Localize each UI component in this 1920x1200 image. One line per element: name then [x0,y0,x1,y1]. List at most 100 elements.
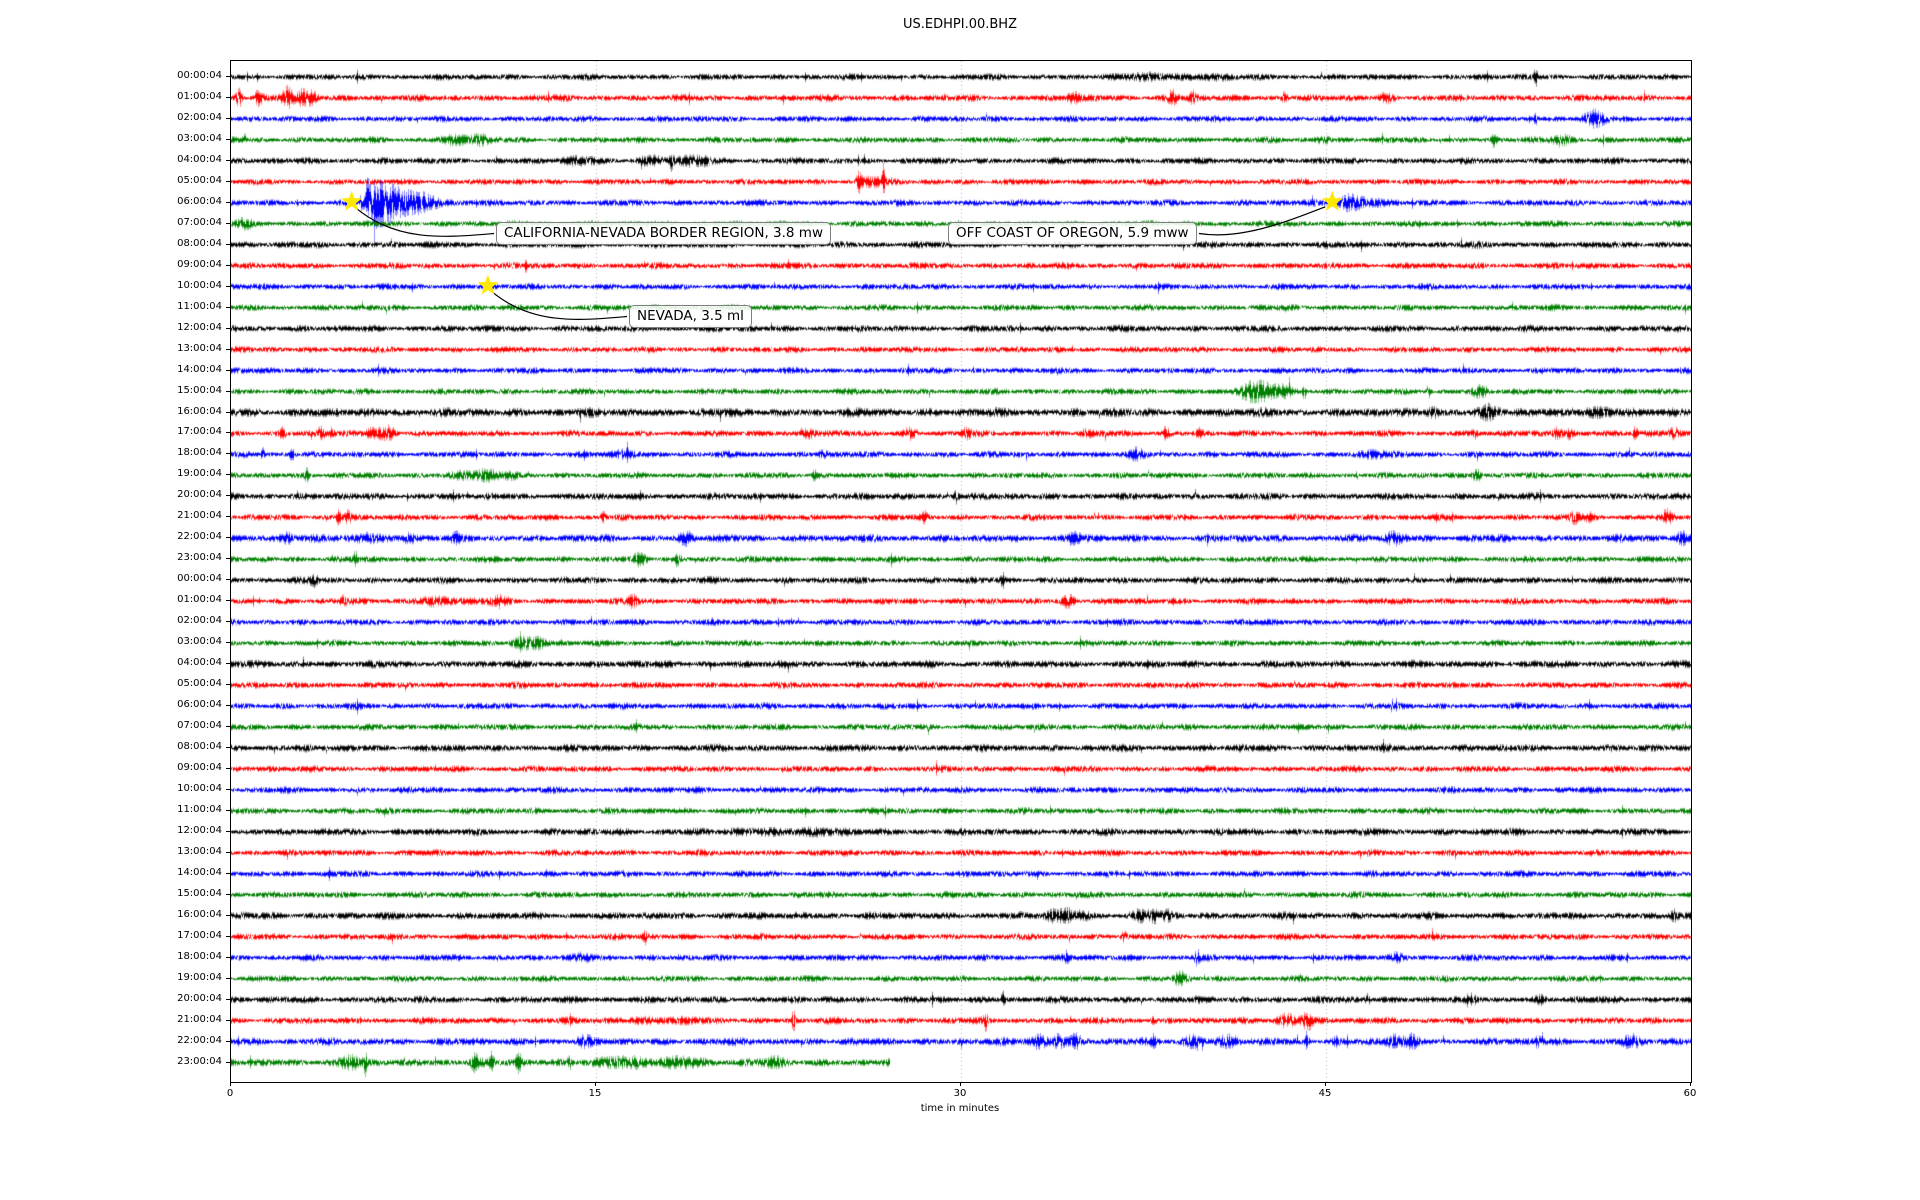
y-tick-label: 07:00:04 [177,216,222,228]
y-tick-mark [226,684,230,686]
y-tick-mark [226,432,230,434]
y-tick-mark [226,851,230,853]
y-tick-mark [226,453,230,455]
y-tick-mark [226,243,230,245]
y-tick-mark [226,222,230,224]
x-tick-mark [1325,1082,1326,1086]
y-tick-mark [226,872,230,874]
y-tick-label: 21:00:04 [177,510,222,522]
x-tick-label: 60 [1683,1088,1697,1099]
y-tick-mark [226,705,230,707]
y-tick-label: 06:00:04 [177,699,222,711]
y-tick-mark [226,264,230,266]
y-tick-mark [226,726,230,728]
y-tick-label: 19:00:04 [177,971,222,983]
y-tick-label: 05:00:04 [177,678,222,690]
y-tick-mark [226,768,230,769]
y-tick-label: 15:00:04 [177,887,222,899]
y-tick-mark [226,180,230,182]
y-tick-label: 03:00:04 [177,132,222,144]
x-tick-label: 45 [1318,1088,1332,1099]
y-tick-mark [226,977,230,979]
y-tick-label: 13:00:04 [177,342,222,354]
y-tick-mark [226,956,230,958]
y-tick-label: 12:00:04 [177,824,222,836]
x-tick-mark [230,1082,231,1086]
y-tick-label: 00:00:04 [177,70,222,81]
y-tick-mark [226,998,230,1000]
y-tick-label: 09:00:04 [177,762,222,773]
event-annotation-california-nevada: CALIFORNIA-NEVADA BORDER REGION, 3.8 mw [496,222,831,245]
y-tick-label: 17:00:04 [177,426,222,438]
y-tick-mark [226,390,230,392]
x-tick-mark [960,1082,961,1086]
y-tick-label: 17:00:04 [177,929,222,941]
y-tick-label: 12:00:04 [177,321,222,333]
y-tick-label: 02:00:04 [177,111,222,123]
y-tick-mark [226,747,230,749]
y-tick-label: 18:00:04 [177,447,222,459]
y-tick-label: 07:00:04 [177,720,222,732]
y-tick-label: 01:00:04 [177,90,222,102]
y-tick-mark [226,1019,230,1021]
y-tick-mark [226,558,230,560]
y-tick-mark [226,474,230,476]
y-tick-mark [226,537,230,539]
y-tick-mark [226,935,230,937]
x-tick-label: 0 [226,1088,234,1099]
y-tick-mark [226,285,230,287]
y-tick-label: 11:00:04 [177,803,222,815]
y-tick-mark [226,1061,230,1063]
y-tick-label: 01:00:04 [177,594,222,606]
y-tick-mark [226,96,230,98]
y-tick-label: 20:00:04 [177,992,222,1004]
y-tick-label: 23:00:04 [177,552,222,564]
y-tick-label: 03:00:04 [177,636,222,648]
x-axis-label: time in minutes [920,1103,1000,1114]
y-tick-label: 23:00:04 [177,1055,222,1067]
x-tick-label: 30 [953,1088,967,1099]
y-tick-label: 14:00:04 [177,363,222,375]
y-tick-mark [226,159,230,161]
y-tick-label: 16:00:04 [177,908,222,920]
y-tick-mark [226,327,230,329]
y-tick-label: 13:00:04 [177,845,222,857]
y-tick-mark [226,76,230,77]
y-tick-mark [226,663,230,665]
y-tick-mark [226,621,230,623]
plot-area [230,60,1692,1083]
y-tick-mark [226,201,230,203]
event-annotation-oregon: OFF COAST OF OREGON, 5.9 mww [948,222,1197,245]
y-tick-label: 10:00:04 [177,782,222,794]
y-tick-mark [226,516,230,518]
x-tick-mark [595,1082,596,1086]
y-tick-label: 02:00:04 [177,615,222,627]
y-tick-label: 11:00:04 [177,300,222,312]
y-tick-label: 04:00:04 [177,657,222,669]
y-tick-mark [226,348,230,350]
y-tick-mark [226,830,230,832]
y-tick-mark [226,411,230,413]
y-tick-mark [226,495,230,497]
y-tick-mark [226,788,230,790]
y-tick-mark [226,809,230,811]
y-tick-label: 04:00:04 [177,153,222,165]
y-tick-label: 19:00:04 [177,468,222,480]
figure-title: US.EDHPI.00.BHZ [903,17,1017,32]
y-tick-mark [226,306,230,308]
event-annotation-nevada: NEVADA, 3.5 ml [629,305,752,328]
y-tick-mark [226,1040,230,1042]
x-tick-mark [1690,1082,1691,1086]
y-tick-label: 10:00:04 [177,279,222,291]
y-tick-label: 22:00:04 [177,531,222,543]
y-tick-mark [226,600,230,602]
y-tick-label: 09:00:04 [177,258,222,270]
y-tick-mark [226,914,230,916]
y-tick-mark [226,138,230,140]
y-tick-label: 05:00:04 [177,174,222,186]
x-tick-label: 15 [588,1088,602,1099]
y-tick-label: 20:00:04 [177,489,222,501]
y-tick-mark [226,893,230,895]
y-tick-mark [226,579,230,581]
